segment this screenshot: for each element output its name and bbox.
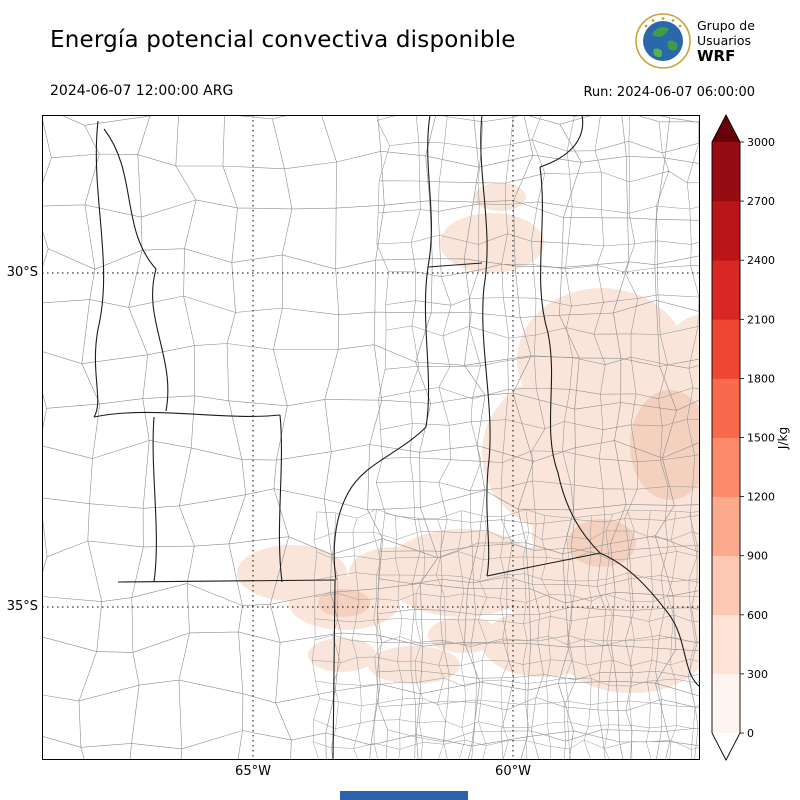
map-frame	[42, 115, 700, 760]
logo-text: Grupo de Usuarios WRF	[697, 18, 755, 64]
province-boundary	[539, 166, 601, 554]
province-boundary	[486, 552, 601, 577]
colorbar-segment	[712, 142, 740, 202]
department-boundaries	[312, 509, 700, 760]
province-boundary	[278, 414, 283, 583]
globe-icon	[635, 13, 691, 69]
colorbar-over-arrow	[712, 115, 740, 142]
province-boundary	[332, 579, 336, 760]
department-boundaries-fine	[312, 509, 700, 760]
cape-region	[349, 547, 439, 599]
department-boundaries-medium	[375, 115, 700, 760]
lat-label-35s: 35°S	[6, 599, 38, 614]
run-datetime: Run: 2024-06-07 06:00:00	[583, 85, 755, 100]
province-boundary	[599, 552, 700, 688]
colorbar-segment	[712, 319, 740, 379]
lat-label-30s: 30°S	[6, 265, 38, 280]
province-boundary	[480, 115, 491, 577]
colorbar-unit-label: J/kg	[776, 427, 790, 450]
colorbar-segment	[712, 378, 740, 438]
colorbar-tick-label: 2100	[747, 313, 775, 326]
province-boundary	[103, 128, 169, 412]
cape-region	[308, 638, 376, 672]
colorbar-segment	[712, 496, 740, 557]
cape-region	[630, 390, 700, 500]
province-boundary	[539, 115, 584, 168]
logo-text-line1: Grupo de	[697, 18, 755, 33]
colorbar-under-arrow	[712, 733, 740, 760]
lon-label-60w: 60°W	[495, 764, 531, 779]
cape-region	[440, 213, 544, 273]
colorbar: 0 300 600 900 1200 1500 1800 2100 2400 2700 3000 J/…	[711, 114, 790, 761]
province-boundary	[427, 262, 483, 268]
province-boundary	[117, 579, 336, 583]
colorbar-tick-label: 900	[747, 550, 768, 563]
map-canvas	[42, 115, 700, 760]
colorbar-tick-label: 2400	[747, 254, 775, 267]
province-boundary	[152, 416, 157, 583]
logo-text-line3: WRF	[697, 47, 736, 65]
province-boundary	[333, 426, 427, 581]
cape-region	[474, 183, 526, 211]
colorbar-segment	[712, 673, 740, 734]
province-boundary	[93, 120, 105, 418]
province-boundaries	[93, 115, 700, 760]
colorbar-tick-label: 1800	[747, 372, 775, 385]
colorbar-tick-label: 300	[747, 668, 768, 681]
footer-logo-bar	[340, 791, 468, 800]
cape-region	[318, 589, 370, 617]
colorbar-segment	[712, 201, 740, 261]
logo-text-line2: Usuarios	[697, 33, 752, 48]
colorbar-tick-label: 3000	[747, 136, 775, 149]
colorbar-tick-label: 2700	[747, 195, 775, 208]
wrf-users-group-logo: Grupo de Usuarios WRF	[634, 12, 755, 70]
department-boundaries	[375, 115, 700, 760]
colorbar-segment	[712, 555, 740, 616]
lon-label-65w: 65°W	[235, 764, 271, 779]
cape-region	[368, 646, 460, 684]
colorbar-tick-label: 0	[747, 727, 754, 740]
colorbar-segment	[712, 260, 740, 320]
colorbar-segment	[712, 614, 740, 675]
province-boundary	[93, 411, 281, 418]
colorbar-tick-label: 1500	[747, 432, 775, 445]
valid-datetime: 2024-06-07 12:00:00 ARG	[50, 83, 234, 99]
colorbar-tick-label: 1200	[747, 491, 775, 504]
colorbar-tick-label: 600	[747, 609, 768, 622]
page-title: Energía potencial convectiva disponible	[50, 27, 516, 53]
colorbar-segment	[712, 437, 740, 497]
